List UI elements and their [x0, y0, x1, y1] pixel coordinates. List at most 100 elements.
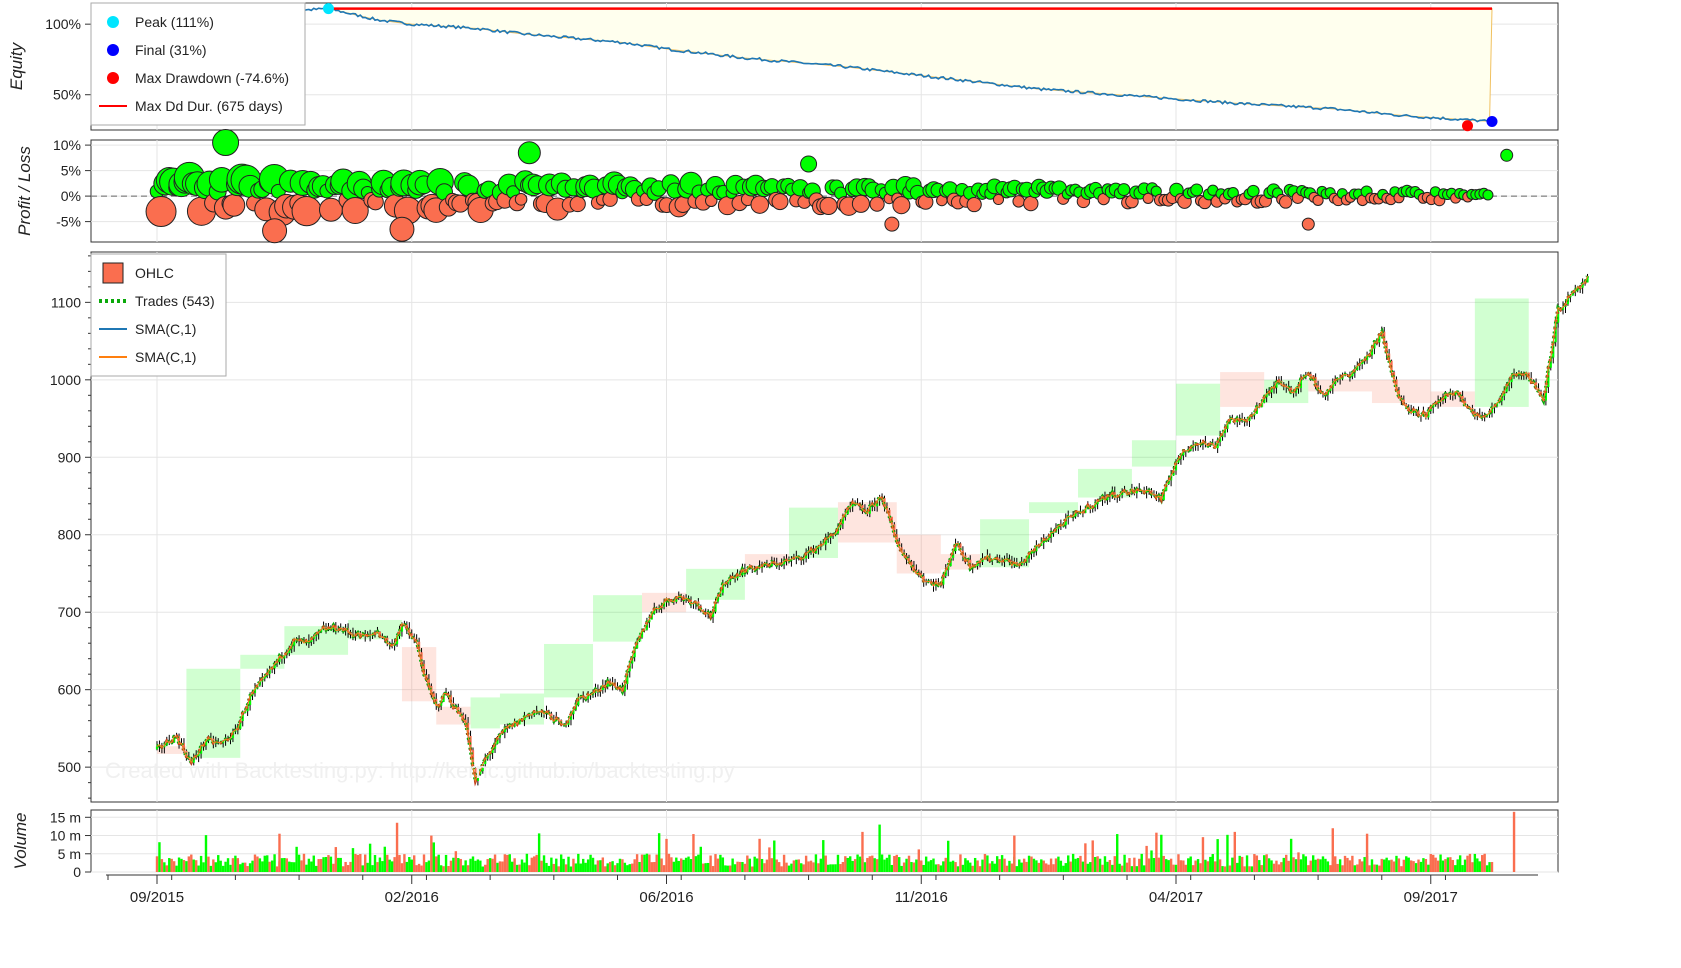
trade-zone	[1220, 372, 1265, 407]
trade-zone	[470, 697, 500, 729]
volume-bar	[310, 861, 313, 872]
volume-bar	[1135, 866, 1139, 872]
volume-bar	[1111, 864, 1114, 872]
trade-zone	[593, 595, 643, 642]
y-tick-label: -5%	[56, 214, 81, 230]
volume-bar	[1152, 857, 1156, 872]
volume-bar	[1069, 861, 1072, 872]
volume-bar	[1458, 855, 1462, 872]
volume-bar	[1368, 865, 1371, 872]
volume-bar	[457, 857, 460, 872]
volume-bar	[160, 859, 164, 872]
candle-body	[1385, 342, 1388, 354]
pl-axis-title: Profit / Loss	[15, 146, 34, 236]
volume-bar	[1074, 858, 1077, 872]
volume-bar	[371, 865, 374, 872]
profit-marker	[1190, 183, 1204, 197]
volume-bar	[381, 861, 384, 872]
volume-bar	[488, 858, 492, 872]
volume-bar	[317, 859, 320, 872]
volume-bar	[562, 858, 565, 872]
candle-body	[1517, 372, 1521, 376]
volume-bar	[1397, 858, 1401, 872]
sma-line-2	[156, 275, 1588, 783]
volume-bar	[528, 865, 531, 872]
volume-bar	[361, 865, 364, 872]
volume-bar	[1294, 859, 1298, 872]
loss-marker	[1301, 217, 1315, 231]
volume-bar	[797, 859, 800, 872]
volume-bar	[194, 860, 198, 872]
volume-bar	[751, 866, 754, 872]
volume-bar	[1130, 866, 1134, 872]
volume-bar	[226, 858, 230, 872]
volume-bar	[1008, 860, 1011, 872]
volume-bar	[476, 859, 480, 872]
volume-bar	[616, 863, 619, 872]
volume-bar	[1434, 857, 1437, 872]
legend-label: Max Drawdown (-74.6%)	[135, 70, 289, 86]
volume-bar	[572, 858, 575, 872]
volume-bar	[915, 859, 918, 872]
volume-bar	[1084, 843, 1087, 872]
volume-bar	[376, 862, 379, 872]
volume-bar	[1133, 857, 1136, 872]
volume-bar	[484, 864, 487, 872]
volume-bar	[283, 857, 286, 872]
volume-bar	[1167, 860, 1170, 872]
volume-bar	[493, 854, 497, 872]
volume-bar	[675, 857, 678, 872]
candle-body	[915, 569, 918, 574]
candle-body	[1557, 307, 1560, 323]
volume-bar	[1392, 861, 1396, 872]
loss-marker	[222, 193, 246, 217]
volume-bar	[785, 862, 788, 872]
volume-bar	[944, 857, 947, 872]
candle-body	[1417, 410, 1420, 416]
loss-marker	[1142, 192, 1154, 204]
volume-bar	[217, 855, 220, 872]
candle-body	[1405, 404, 1408, 407]
volume-bar	[1446, 857, 1450, 872]
equity-legend-box	[90, 2, 306, 126]
volume-bar	[1387, 860, 1391, 872]
volume-bar	[202, 862, 205, 872]
volume-bar	[978, 866, 982, 872]
volume-bar	[777, 862, 781, 872]
volume-bar	[670, 857, 673, 872]
volume-bar	[937, 864, 940, 872]
volume-bar	[1432, 854, 1435, 872]
candle-body	[1574, 290, 1577, 293]
volume-bar	[1373, 864, 1376, 872]
candle-body	[244, 711, 247, 713]
volume-bar	[702, 863, 705, 872]
candle-body	[846, 508, 849, 515]
volume-bar	[263, 855, 266, 872]
volume-bar	[775, 859, 778, 872]
candle-body	[770, 561, 773, 567]
volume-bar	[1182, 860, 1185, 872]
volume-bar	[1272, 863, 1276, 872]
volume-bar	[1461, 865, 1464, 872]
candle-body	[168, 740, 171, 743]
volume-bar	[513, 858, 516, 872]
volume-bar	[339, 857, 342, 872]
candle-body	[1407, 406, 1410, 411]
candle-body	[288, 649, 291, 653]
volume-bar	[1191, 865, 1195, 872]
volume-bar	[846, 857, 849, 872]
candle-body	[197, 753, 200, 757]
candle-body	[1074, 511, 1077, 517]
volume-bar	[1118, 863, 1121, 872]
volume-bar	[398, 854, 401, 872]
volume-bar	[721, 857, 725, 872]
volume-bar	[444, 854, 448, 872]
volume-bar	[1329, 865, 1332, 872]
volume-bar	[1441, 860, 1445, 872]
volume-bar	[266, 855, 269, 872]
volume-bar	[1079, 855, 1082, 872]
x-tick-label: 11/2016	[895, 889, 948, 906]
candle-body	[1094, 504, 1097, 508]
y-tick-label: 100%	[45, 16, 81, 32]
volume-bar	[814, 854, 818, 872]
